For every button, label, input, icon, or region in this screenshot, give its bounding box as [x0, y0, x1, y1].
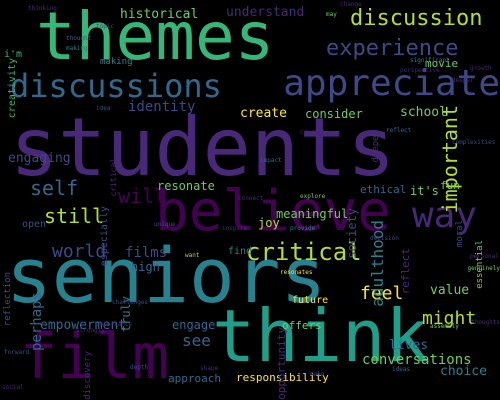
- word: film: [20, 320, 170, 393]
- tiny-word: idea: [96, 105, 111, 112]
- word: resonate: [157, 179, 215, 193]
- word: identity: [128, 99, 196, 115]
- word: seniors: [6, 231, 327, 320]
- vertical-word: creativity: [7, 58, 18, 119]
- word: engage: [172, 318, 216, 332]
- word: world: [52, 241, 107, 262]
- word: find: [228, 246, 253, 257]
- word: themes: [36, 0, 275, 75]
- word: understand: [226, 5, 305, 20]
- tiny-word: provide: [290, 225, 316, 232]
- tiny-word: deeper: [452, 77, 474, 84]
- word: fun: [440, 179, 460, 192]
- word: films: [125, 245, 168, 261]
- tiny-word: personal: [470, 253, 499, 260]
- word: future: [292, 295, 329, 306]
- tiny-word: shape: [200, 365, 219, 372]
- tiny-word: depth: [130, 364, 149, 371]
- word: think: [212, 294, 429, 378]
- word: making: [100, 57, 133, 67]
- word: conversations: [362, 352, 472, 368]
- word: meaningful: [276, 207, 349, 221]
- word: way: [412, 195, 478, 236]
- tiny-word: growth: [470, 65, 492, 72]
- tiny-word: resonates: [280, 269, 313, 276]
- tiny-word: forward: [4, 349, 30, 356]
- tiny-word: perspective: [400, 67, 440, 74]
- vertical-word: especially: [99, 206, 110, 267]
- word: responsibility: [236, 371, 329, 384]
- word: experience: [326, 36, 459, 61]
- tiny-word: make: [310, 371, 325, 378]
- tiny-word: strongly: [76, 327, 105, 334]
- word: ethical: [360, 183, 407, 196]
- word: historical: [120, 7, 199, 22]
- tiny-word: importance: [96, 321, 133, 328]
- tiny-word: reflect: [386, 127, 412, 134]
- word: empowerment: [40, 318, 127, 333]
- word: students: [10, 101, 396, 194]
- word: engaging: [8, 151, 71, 166]
- word: joy: [258, 216, 280, 230]
- tiny-word: challenges: [112, 299, 149, 306]
- word: open: [22, 219, 47, 230]
- word: lives: [389, 338, 429, 353]
- vertical-word: perhaps: [29, 292, 45, 352]
- tiny-word: genuinely: [467, 265, 500, 272]
- tiny-word: unique: [154, 221, 176, 228]
- tiny-word: significant: [410, 57, 450, 64]
- tiny-word: making: [66, 45, 88, 52]
- word: it's: [410, 184, 439, 198]
- word: appreciate: [283, 63, 500, 104]
- tiny-word: thoughts: [471, 319, 500, 326]
- vertical-word: critical: [109, 158, 118, 197]
- word: value: [430, 283, 470, 298]
- word: consider: [305, 107, 363, 121]
- tiny-word: impact: [260, 157, 282, 164]
- tiny-word: crucial: [300, 129, 326, 136]
- tiny-word: topic: [96, 23, 115, 30]
- vertical-word: adulthood: [368, 220, 387, 307]
- tiny-word: change: [340, 1, 362, 8]
- vertical-word: opportunity: [275, 327, 288, 400]
- word: will: [118, 184, 167, 208]
- word: feel: [360, 283, 404, 304]
- word: i'm: [4, 49, 23, 60]
- word: school: [400, 105, 447, 120]
- tiny-word: inspire: [222, 225, 248, 232]
- word: might: [422, 308, 477, 329]
- word: create: [240, 106, 287, 121]
- tiny-word: decision: [370, 235, 399, 242]
- word: important: [438, 105, 462, 214]
- vertical-word: deeper: [371, 130, 381, 163]
- vertical-word: reflection: [3, 272, 13, 327]
- vertical-word: reflect: [399, 248, 412, 295]
- word: high: [131, 260, 160, 274]
- tiny-word: social: [2, 384, 24, 391]
- tiny-word: thought: [66, 35, 92, 42]
- word: discussions: [10, 67, 222, 105]
- word: movie: [425, 57, 459, 70]
- tiny-word: want: [185, 252, 200, 259]
- word: choice: [440, 364, 487, 379]
- vertical-word: society: [345, 208, 359, 259]
- vertical-word: moral: [455, 220, 465, 248]
- tiny-word: assembly: [430, 323, 459, 330]
- word: discussion: [350, 6, 483, 31]
- tiny-word: may: [326, 11, 337, 18]
- word: critical: [246, 238, 362, 266]
- tiny-word: thinking: [28, 5, 57, 12]
- tiny-word: ideas: [392, 366, 411, 373]
- tiny-word: explore: [300, 193, 326, 200]
- word: still: [44, 204, 105, 228]
- vertical-word: discovery: [83, 351, 93, 400]
- word: see: [182, 331, 211, 350]
- word: offers: [282, 319, 322, 332]
- tiny-word: connect: [238, 195, 264, 202]
- word: self: [30, 176, 79, 200]
- tiny-word: complexities: [452, 139, 496, 146]
- word: believe: [155, 179, 392, 244]
- word: approach: [168, 372, 221, 385]
